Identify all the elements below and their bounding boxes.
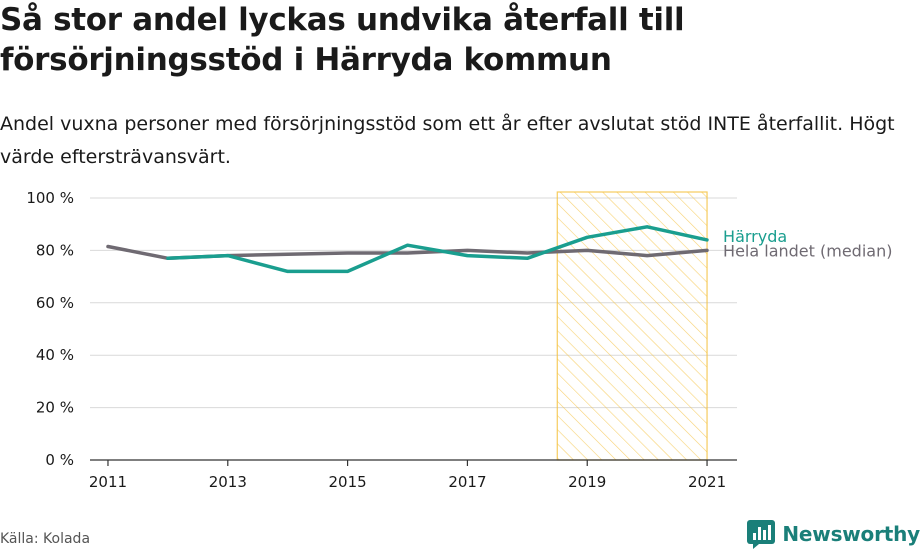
x-tick-label-2015: 2015 (329, 473, 367, 491)
x-tick-label-2011: 2011 (89, 473, 127, 491)
brand-name: Newsworthy (782, 522, 920, 546)
x-tick-label-2021: 2021 (688, 473, 726, 491)
series-label-harryda: Härryda (723, 227, 787, 246)
bar-chart-icon (747, 520, 776, 549)
y-tick-label-100: 100 % (26, 189, 74, 207)
series-line-harryda (166, 225, 709, 274)
y-tick-label-80: 80 % (36, 241, 74, 259)
x-tick-label-2019: 2019 (568, 473, 606, 491)
x-tick-label-2017: 2017 (448, 473, 486, 491)
series-label-hela-landet: Hela landet (median) (723, 241, 892, 260)
chart-title: Så stor andel lyckas undvika återfall ti… (0, 2, 685, 78)
brand-logo: Newsworthy (746, 519, 920, 549)
x-tick-label-2013: 2013 (209, 473, 247, 491)
source-note: Källa: Kolada (0, 531, 91, 547)
line-chart: 0 % 20 % 40 % 60 % 80 % 100 % 2011 2013 2015 2017… (26, 189, 892, 491)
y-tick-label-20: 20 % (36, 399, 74, 417)
highlight-period (556, 191, 708, 461)
y-tick-label-0: 0 % (45, 451, 74, 469)
chart-subtitle: Andel vuxna personer med försörjningsstö… (0, 113, 895, 168)
y-tick-label-60: 60 % (36, 294, 74, 312)
y-tick-label-40: 40 % (36, 346, 74, 364)
